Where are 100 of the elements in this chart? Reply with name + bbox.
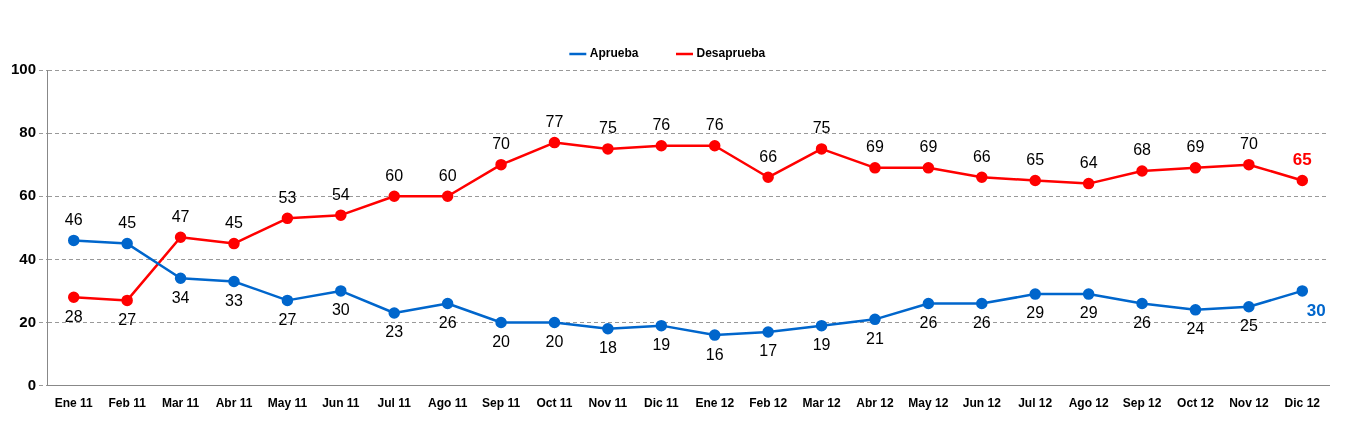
point	[922, 162, 935, 174]
data-label: 19	[812, 336, 831, 354]
point	[228, 237, 240, 250]
x-tick-label: Ago 12	[1068, 396, 1109, 411]
point	[281, 294, 294, 307]
point	[281, 212, 294, 225]
point	[762, 171, 774, 184]
point	[1029, 174, 1041, 187]
point	[1029, 288, 1041, 300]
point	[1082, 288, 1095, 300]
x-tick-label: May 12	[908, 396, 949, 411]
data-label: 25	[1239, 317, 1258, 335]
y-tick-label: 0	[27, 375, 37, 393]
data-label: 18	[598, 339, 617, 357]
y-tick-label: 40	[19, 249, 37, 267]
x-tick-label: Nov 12	[1229, 396, 1269, 411]
point	[976, 171, 988, 184]
y-tick-label: 60	[19, 186, 37, 204]
data-label: 45	[225, 213, 243, 231]
data-label: 70	[1239, 135, 1258, 153]
data-label: 29	[1079, 304, 1098, 322]
x-tick-label: Abr 11	[215, 396, 253, 411]
data-label: 33	[225, 291, 243, 309]
data-label: 19	[652, 336, 671, 354]
data-label: 69	[1186, 138, 1205, 156]
point	[869, 162, 881, 174]
data-label: 75	[598, 119, 617, 137]
point	[174, 231, 187, 244]
data-label: 26	[919, 313, 938, 331]
point	[1296, 285, 1309, 297]
point	[67, 234, 80, 247]
data-label: 46	[64, 210, 83, 228]
point	[976, 297, 988, 310]
x-tick-label: Sep 12	[1122, 396, 1162, 411]
point	[1243, 300, 1255, 313]
data-label: 45	[118, 213, 137, 231]
x-tick-label: May 11	[267, 396, 308, 411]
point	[441, 297, 454, 310]
point	[1082, 177, 1095, 190]
point	[869, 313, 881, 326]
point	[121, 294, 133, 307]
data-label: 20	[545, 332, 564, 350]
data-label: 64	[1079, 154, 1098, 172]
data-label: 47	[171, 207, 190, 225]
point	[815, 143, 828, 155]
data-label: 75	[812, 119, 831, 137]
data-label: 70	[492, 135, 511, 153]
point	[708, 139, 721, 152]
data-label: 28	[64, 307, 83, 325]
x-tick-label: Jul 11	[377, 396, 412, 411]
data-label: 26	[438, 313, 457, 331]
point	[1136, 165, 1148, 177]
data-label: 30	[331, 301, 350, 319]
x-tick-label: Jun 12	[962, 396, 1002, 411]
data-label: 27	[278, 310, 297, 328]
point	[335, 209, 347, 221]
x-tick-label: Jun 11	[322, 396, 360, 411]
point	[548, 316, 561, 329]
x-tick-label: Dic 12	[1284, 396, 1321, 411]
x-tick-label: Mar 12	[802, 396, 841, 411]
point	[388, 307, 400, 319]
data-label: 77	[545, 112, 564, 130]
x-tick-label: Ene 12	[695, 396, 735, 411]
data-label: 20	[492, 332, 511, 350]
point	[708, 329, 721, 341]
x-tick-label: Nov 11	[588, 396, 628, 411]
legend-label: Aprueba	[589, 46, 639, 61]
point	[602, 143, 614, 155]
legend-label: Desaprueba	[696, 46, 766, 61]
point	[495, 158, 507, 171]
data-label: 68	[1133, 141, 1152, 159]
x-tick-label: Ago 11	[427, 396, 468, 411]
data-label: 23	[385, 323, 404, 341]
data-label: 60	[438, 166, 457, 184]
point	[655, 139, 668, 152]
point	[1296, 174, 1309, 187]
y-tick-label: 20	[19, 312, 37, 330]
point	[602, 323, 614, 335]
x-tick-label: Jul 12	[1018, 396, 1053, 411]
x-tick-label: Dic 11	[643, 396, 679, 411]
point	[1243, 158, 1255, 171]
point	[1189, 162, 1202, 174]
data-label: 76	[705, 116, 724, 134]
data-label: 34	[171, 288, 190, 306]
point	[815, 319, 828, 332]
data-label: 65	[1026, 150, 1045, 168]
data-label: 69	[866, 138, 884, 156]
x-tick-label: Sep 11	[482, 396, 521, 411]
data-label: 66	[972, 147, 991, 165]
point	[228, 275, 240, 288]
data-label: 69	[919, 138, 938, 156]
data-label: 16	[705, 345, 724, 363]
point	[922, 297, 935, 310]
point	[655, 319, 668, 332]
point	[441, 190, 454, 202]
data-label: 66	[759, 147, 778, 165]
data-label: 21	[866, 329, 884, 347]
data-label: 29	[1026, 304, 1045, 322]
point	[548, 136, 561, 149]
data-label: 54	[331, 185, 350, 203]
